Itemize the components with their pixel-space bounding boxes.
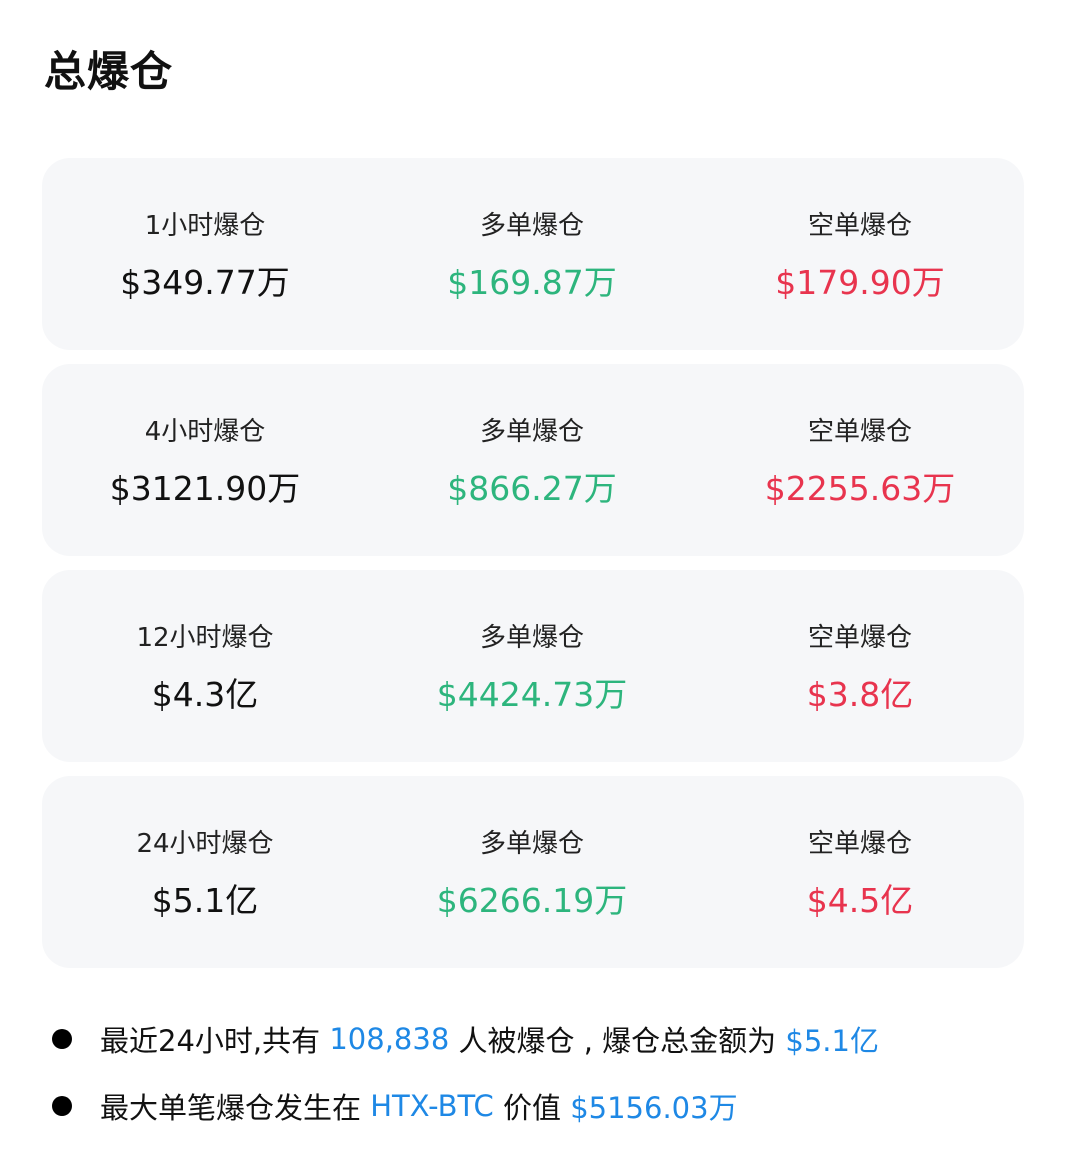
total-column: 12小时爆仓 $4.3亿 <box>42 570 368 762</box>
total-column: 4小时爆仓 $3121.90万 <box>42 364 368 556</box>
short-value: $3.8亿 <box>806 675 914 714</box>
total-value: $3121.90万 <box>109 469 301 508</box>
short-value: $179.90万 <box>775 263 945 302</box>
bullet-icon <box>52 1096 72 1116</box>
total-label: 4小时爆仓 <box>144 417 266 447</box>
long-value: $4424.73万 <box>436 675 628 714</box>
liquidation-card: 1小时爆仓 $349.77万 多单爆仓 $169.87万 空单爆仓 $179.90万 <box>42 158 1024 350</box>
long-column: 多单爆仓 $866.27万 <box>368 364 696 556</box>
short-column: 空单爆仓 $179.90万 <box>696 158 1024 350</box>
liquidated-count: 108,838 <box>329 1022 450 1056</box>
long-column: 多单爆仓 $6266.19万 <box>368 776 696 968</box>
total-column: 1小时爆仓 $349.77万 <box>42 158 368 350</box>
total-column: 24小时爆仓 $5.1亿 <box>42 776 368 968</box>
total-amount: $5.1亿 <box>785 1024 879 1058</box>
note-text: 最大单笔爆仓发生在 <box>100 1091 371 1125</box>
long-label: 多单爆仓 <box>479 211 584 241</box>
long-value: $169.87万 <box>447 263 617 302</box>
short-value: $2255.63万 <box>764 469 956 508</box>
short-value: $4.5亿 <box>806 881 914 920</box>
short-column: 空单爆仓 $2255.63万 <box>696 364 1024 556</box>
short-label: 空单爆仓 <box>807 829 912 859</box>
liquidation-card: 12小时爆仓 $4.3亿 多单爆仓 $4424.73万 空单爆仓 $3.8亿 <box>42 570 1024 762</box>
short-column: 空单爆仓 $4.5亿 <box>696 776 1024 968</box>
long-column: 多单爆仓 $169.87万 <box>368 158 696 350</box>
long-value: $866.27万 <box>447 469 617 508</box>
note-text: 价值 <box>493 1091 571 1125</box>
note-text: 人被爆仓 , 爆仓总金额为 <box>449 1024 786 1058</box>
long-value: $6266.19万 <box>436 881 628 920</box>
long-label: 多单爆仓 <box>479 623 584 653</box>
short-label: 空单爆仓 <box>807 623 912 653</box>
summary-24h: 最近24小时,共有 108,838 人被爆仓 , 爆仓总金额为 $5.1亿 <box>52 1018 879 1060</box>
largest-liquidation: 最大单笔爆仓发生在 HTX-BTC 价值 $5156.03万 <box>52 1085 738 1127</box>
short-label: 空单爆仓 <box>807 211 912 241</box>
short-column: 空单爆仓 $3.8亿 <box>696 570 1024 762</box>
long-column: 多单爆仓 $4424.73万 <box>368 570 696 762</box>
note-text: 最近24小时,共有 <box>100 1024 330 1058</box>
short-label: 空单爆仓 <box>807 417 912 447</box>
long-label: 多单爆仓 <box>479 829 584 859</box>
liquidation-card: 4小时爆仓 $3121.90万 多单爆仓 $866.27万 空单爆仓 $2255.63万 <box>42 364 1024 556</box>
pair-link[interactable]: HTX-BTC <box>370 1089 494 1123</box>
long-label: 多单爆仓 <box>479 417 584 447</box>
largest-amount: $5156.03万 <box>570 1091 738 1125</box>
liquidation-card: 24小时爆仓 $5.1亿 多单爆仓 $6266.19万 空单爆仓 $4.5亿 <box>42 776 1024 968</box>
total-value: $5.1亿 <box>151 881 259 920</box>
total-value: $349.77万 <box>120 263 290 302</box>
total-value: $4.3亿 <box>151 675 259 714</box>
total-label: 12小时爆仓 <box>136 623 274 653</box>
page-title: 总爆仓 <box>44 47 174 96</box>
total-label: 24小时爆仓 <box>136 829 274 859</box>
bullet-icon <box>52 1029 72 1049</box>
total-label: 1小时爆仓 <box>144 211 266 241</box>
